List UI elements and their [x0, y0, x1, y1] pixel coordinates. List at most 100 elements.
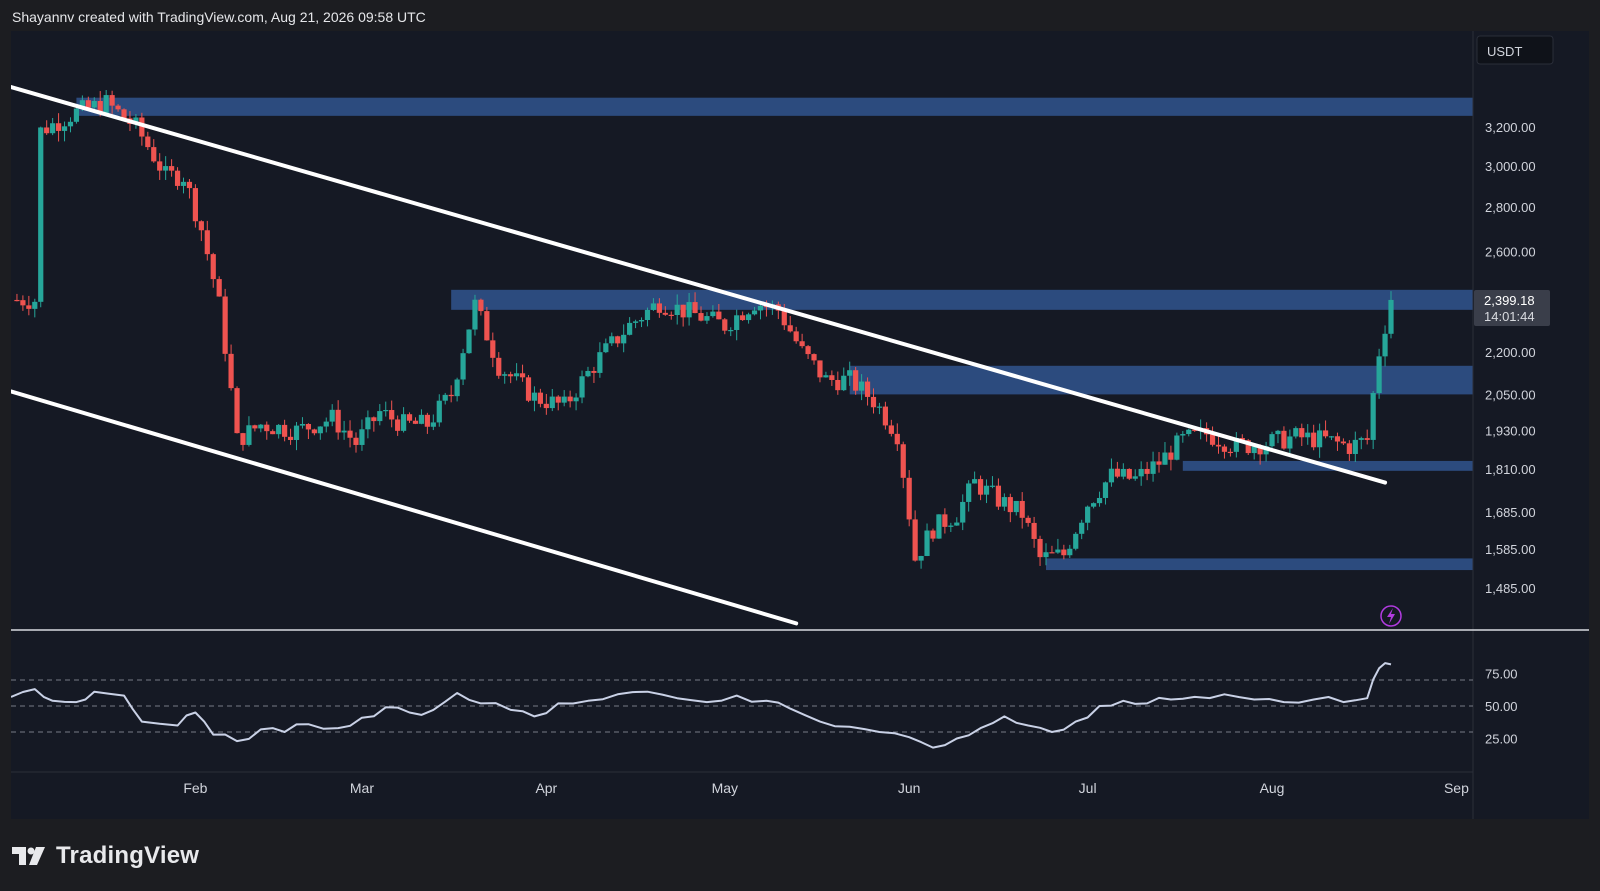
candle	[787, 315, 793, 333]
price-tick-label: 1,810.00	[1485, 462, 1536, 477]
candle	[412, 417, 419, 425]
candle	[668, 311, 674, 320]
candle	[686, 292, 692, 326]
candle	[204, 220, 210, 261]
candle	[347, 420, 353, 448]
candle	[972, 471, 978, 484]
candle	[180, 177, 187, 194]
last-price-value: 2,399.18	[1484, 293, 1535, 308]
candle	[716, 304, 722, 320]
candle	[1376, 348, 1382, 399]
candle	[335, 400, 341, 440]
rsi-tick-label: 50.00	[1485, 699, 1518, 714]
candle	[371, 416, 377, 432]
candle	[383, 401, 389, 417]
candle	[14, 293, 20, 302]
candle	[365, 410, 371, 439]
candle	[1067, 544, 1073, 558]
candle	[1311, 424, 1317, 451]
candle	[1025, 515, 1031, 527]
x-tick-label: Feb	[183, 780, 207, 796]
rsi-line[interactable]	[11, 662, 1392, 749]
candle	[1358, 436, 1364, 450]
candle	[954, 517, 960, 526]
candle	[1215, 436, 1222, 454]
upper-channel-line[interactable]	[11, 85, 1388, 485]
zone-2400[interactable]	[451, 289, 1473, 310]
lightning-icon[interactable]	[1380, 605, 1402, 627]
candle	[567, 390, 573, 408]
candle	[573, 393, 579, 411]
candle	[1114, 461, 1120, 479]
candle	[192, 184, 198, 228]
price-tick-label: 3,000.00	[1485, 159, 1536, 174]
candle	[472, 294, 478, 336]
candle	[1227, 448, 1233, 457]
candle	[448, 385, 454, 403]
candle	[656, 298, 662, 318]
candle	[67, 117, 74, 133]
candle	[276, 423, 282, 439]
chart-frame[interactable]: USDT 3,200.00 3,000.00 2,800.00 2,600.00 2,2…	[11, 31, 1589, 819]
candle	[888, 419, 894, 437]
candle	[406, 412, 413, 423]
candle	[1055, 538, 1061, 554]
candle	[377, 404, 383, 426]
candle	[882, 401, 888, 430]
price-tick-label: 3,200.00	[1485, 120, 1536, 135]
candle	[1085, 505, 1091, 531]
candle	[829, 370, 835, 386]
candle	[1144, 461, 1150, 481]
candle	[109, 90, 115, 114]
candle	[484, 306, 490, 341]
candle	[1061, 544, 1067, 560]
candle	[942, 508, 948, 534]
candle	[627, 317, 633, 336]
candle	[55, 113, 62, 142]
candle	[1007, 493, 1013, 523]
candle	[478, 298, 484, 316]
candle	[496, 352, 502, 379]
candle	[841, 367, 847, 392]
price-chart[interactable]: USDT 3,200.00 3,000.00 2,800.00 2,600.00 2,2…	[11, 31, 1589, 819]
tradingview-logo[interactable]: TradingView	[12, 842, 199, 870]
zone-1550[interactable]	[1046, 558, 1473, 571]
candle	[1073, 532, 1079, 551]
zone-2100[interactable]	[849, 365, 1473, 395]
candle	[216, 276, 222, 297]
candle	[466, 329, 472, 354]
lower-channel-line[interactable]	[11, 389, 799, 626]
candle	[1180, 431, 1186, 443]
candle	[1293, 426, 1299, 439]
x-tick-label: Aug	[1260, 780, 1285, 796]
candle	[615, 335, 621, 348]
tradingview-brand: TradingView	[56, 842, 200, 869]
candle	[531, 386, 538, 412]
candle	[1108, 458, 1115, 487]
candle	[234, 386, 240, 434]
candle	[948, 522, 954, 533]
price-tick-label: 1,930.00	[1485, 424, 1536, 439]
candle	[621, 324, 627, 353]
candle	[995, 478, 1002, 510]
candle	[1346, 440, 1352, 461]
candle	[906, 470, 912, 527]
candle	[282, 419, 288, 442]
candle	[680, 304, 686, 327]
candle	[1364, 429, 1370, 445]
candle	[389, 400, 395, 428]
candle	[799, 333, 805, 349]
candle	[561, 390, 567, 407]
candle	[853, 366, 859, 395]
price-tick-label: 2,600.00	[1485, 245, 1536, 260]
currency-label-box[interactable]: USDT	[1476, 35, 1554, 65]
candle	[20, 295, 26, 311]
candle	[1305, 424, 1311, 445]
candle	[1019, 492, 1025, 529]
candle	[186, 178, 193, 199]
zone-3300[interactable]	[76, 97, 1474, 116]
candle	[793, 326, 799, 344]
candle	[32, 298, 38, 318]
x-tick-label: Jun	[898, 780, 921, 796]
